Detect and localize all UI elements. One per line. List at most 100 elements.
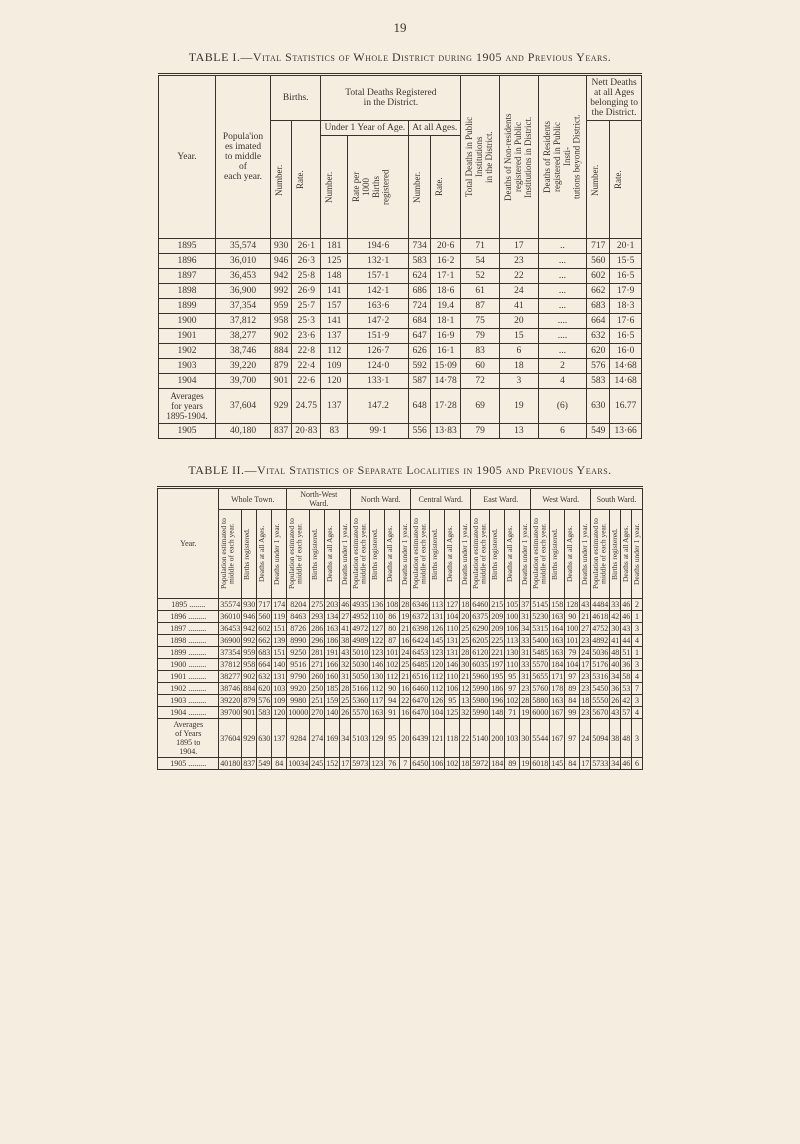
cell: 22·8 <box>292 344 321 359</box>
cell: 166 <box>325 659 340 671</box>
cell-year: 1898 ......... <box>158 635 219 647</box>
cell: 3 <box>499 374 538 389</box>
cell: 5010 <box>351 647 370 659</box>
cell: 549 <box>257 758 272 770</box>
cell: 117 <box>370 695 385 707</box>
cell: 683 <box>587 299 610 314</box>
cell: 120 <box>430 659 445 671</box>
cell: 293 <box>310 611 325 623</box>
th2-sub: Births registered. <box>610 510 621 599</box>
cell: 5036 <box>591 647 610 659</box>
cell: 724 <box>409 299 431 314</box>
cell: 19 <box>499 389 538 424</box>
cell: 186 <box>490 683 505 695</box>
th2-sub: Population estimated to middle of each y… <box>591 510 610 599</box>
cell: 959 <box>242 647 257 659</box>
cell: 103 <box>272 683 287 695</box>
cell: 16 <box>400 707 411 719</box>
cell: 15·09 <box>431 359 461 374</box>
cell: ... <box>538 299 587 314</box>
cell: 13 <box>499 424 538 439</box>
cell: 1895 <box>159 239 216 254</box>
cell: 17 <box>580 659 591 671</box>
cell: 118 <box>445 719 460 758</box>
cell: 52 <box>461 269 500 284</box>
cell: 87 <box>461 299 500 314</box>
cell: 14·68 <box>610 374 642 389</box>
cell: 5400 <box>531 635 550 647</box>
cell: 100 <box>505 611 520 623</box>
cell: 95 <box>385 719 400 758</box>
cell: ... <box>538 344 587 359</box>
table-row: 1899 .........37354959683151925028119143… <box>158 647 643 659</box>
cell: 942 <box>242 623 257 635</box>
table-row: 1897 .........36453942602151872628616341… <box>158 623 643 635</box>
cell: 89 <box>505 758 520 770</box>
cell: 126 <box>430 695 445 707</box>
th2-sub: Births registered. <box>310 510 325 599</box>
th2-sub: Deaths at all Ages. <box>505 510 520 599</box>
th-u1r: Rate per 1000 Births registered <box>348 136 409 239</box>
cell: 15·5 <box>610 254 642 269</box>
table-row: 1902 .........38746884620103992025018528… <box>158 683 643 695</box>
cell: 5230 <box>531 611 550 623</box>
cell: 95 <box>505 671 520 683</box>
cell: 271 <box>310 659 325 671</box>
cell: 97 <box>565 719 580 758</box>
cell: 1902 <box>159 344 216 359</box>
table-row: 190339,22087922·4109124·059215·096018257… <box>159 359 642 374</box>
cell: 163 <box>550 635 565 647</box>
cell: 23 <box>520 683 531 695</box>
cell: 624 <box>409 269 431 284</box>
cell: 23 <box>580 671 591 683</box>
cell: 160 <box>325 671 340 683</box>
cell: 130 <box>370 671 385 683</box>
cell: 20 <box>460 611 471 623</box>
cell: 167 <box>550 707 565 719</box>
cell: 36900 <box>219 635 242 647</box>
th2-sub: Births registered. <box>550 510 565 599</box>
cell: 129 <box>370 719 385 758</box>
cell: 16·9 <box>431 329 461 344</box>
cell: 4972 <box>351 623 370 635</box>
table-row: 190037,81295825·3141147·268418·17520....… <box>159 314 642 329</box>
cell: 5176 <box>591 659 610 671</box>
cell: 17 <box>340 758 351 770</box>
cell: 44 <box>621 635 632 647</box>
cell: 42 <box>610 611 621 623</box>
cell: 30 <box>520 719 531 758</box>
cell: 174 <box>272 599 287 611</box>
cell: 196 <box>490 695 505 707</box>
cell: 20·83 <box>292 424 321 439</box>
cell: 148 <box>490 707 505 719</box>
cell: 6000 <box>531 707 550 719</box>
cell: 91 <box>385 707 400 719</box>
th2-sub: Births registered. <box>490 510 505 599</box>
cell: 4484 <box>591 599 610 611</box>
cell: 5103 <box>351 719 370 758</box>
cell: 6375 <box>471 611 490 623</box>
cell: 19 <box>520 707 531 719</box>
th2-w6: South Ward. <box>591 488 643 510</box>
cell: 127 <box>445 599 460 611</box>
cell: 197 <box>490 659 505 671</box>
cell: 275 <box>310 599 325 611</box>
cell: 4618 <box>591 611 610 623</box>
cell: 125 <box>321 254 348 269</box>
cell: 26·1 <box>292 239 321 254</box>
cell: 9920 <box>287 683 310 695</box>
avg-label: Averages for years 1895-1904. <box>159 389 216 424</box>
cell: 8990 <box>287 635 310 647</box>
cell: ... <box>538 284 587 299</box>
cell: 1 <box>632 611 643 623</box>
cell: 18·1 <box>431 314 461 329</box>
cell: 40180 <box>219 758 242 770</box>
cell: 95 <box>445 695 460 707</box>
cell: 157·1 <box>348 269 409 284</box>
cell: 163 <box>325 623 340 635</box>
cell: 3 <box>632 623 643 635</box>
cell: 18 <box>460 599 471 611</box>
cell: 178 <box>550 683 565 695</box>
cell: 127 <box>370 623 385 635</box>
cell: 120 <box>272 707 287 719</box>
